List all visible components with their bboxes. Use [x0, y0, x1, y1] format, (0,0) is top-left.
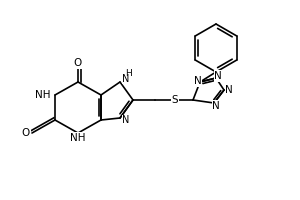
Text: NH: NH: [34, 90, 50, 100]
Text: N: N: [214, 71, 222, 81]
Text: N: N: [225, 85, 233, 95]
Text: N: N: [122, 115, 129, 125]
Text: N: N: [122, 74, 129, 84]
Text: O: O: [22, 128, 30, 138]
Text: H: H: [126, 68, 132, 77]
Text: O: O: [74, 58, 82, 68]
Text: NH: NH: [70, 133, 86, 143]
Text: S: S: [172, 95, 178, 105]
Text: N: N: [194, 76, 202, 86]
Text: N: N: [212, 101, 220, 111]
